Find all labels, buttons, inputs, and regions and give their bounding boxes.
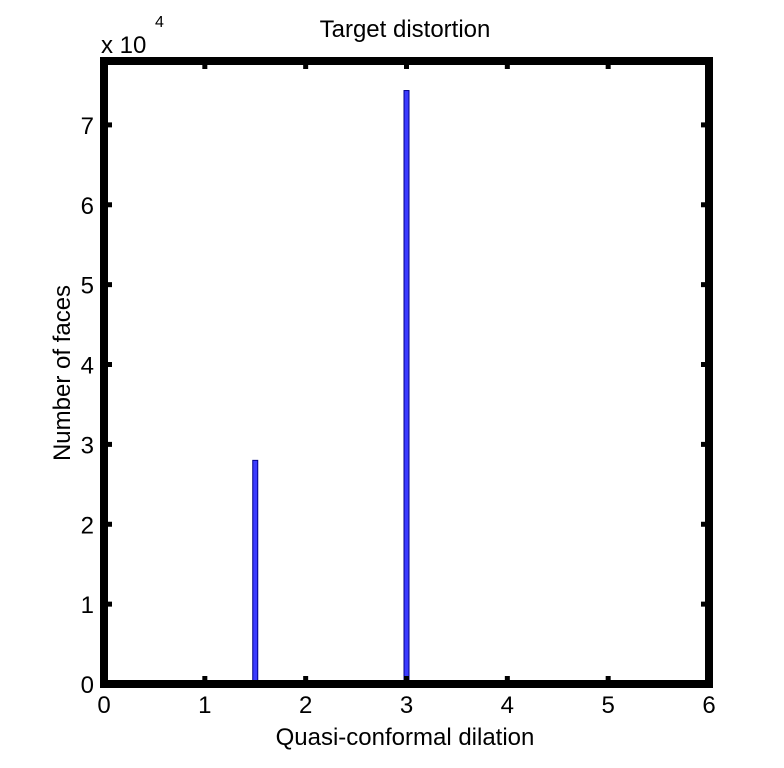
- y-exponent-label: x 10 4: [101, 14, 164, 59]
- y-tick-label: 0: [81, 672, 94, 699]
- x-tick-label: 5: [601, 692, 614, 719]
- x-axis-label: Quasi-conformal dilation: [276, 724, 535, 751]
- histogram-bar: [252, 459, 259, 685]
- x-tick-label: 0: [97, 692, 110, 719]
- x-tick-label: 3: [400, 692, 413, 719]
- chart-title: Target distortion: [320, 16, 491, 43]
- y-tick-label: 6: [81, 193, 94, 220]
- plot-frame: [100, 57, 713, 688]
- y-tick-label: 1: [81, 592, 94, 619]
- y-tick-label: 2: [81, 512, 94, 539]
- y-exponent-base: x 10: [101, 32, 146, 59]
- x-tick-label: 2: [299, 692, 312, 719]
- y-axis-label: Number of faces: [49, 285, 76, 461]
- histogram-bar: [403, 90, 410, 685]
- x-tick-label: 6: [702, 692, 715, 719]
- y-tick-label: 3: [81, 432, 94, 459]
- x-tick-label: 1: [198, 692, 211, 719]
- x-tick-label: 4: [501, 692, 514, 719]
- y-tick-label: 5: [81, 273, 94, 300]
- y-tick-label: 4: [81, 353, 94, 380]
- y-exponent-power: 4: [155, 14, 164, 31]
- y-tick-label: 7: [81, 113, 94, 140]
